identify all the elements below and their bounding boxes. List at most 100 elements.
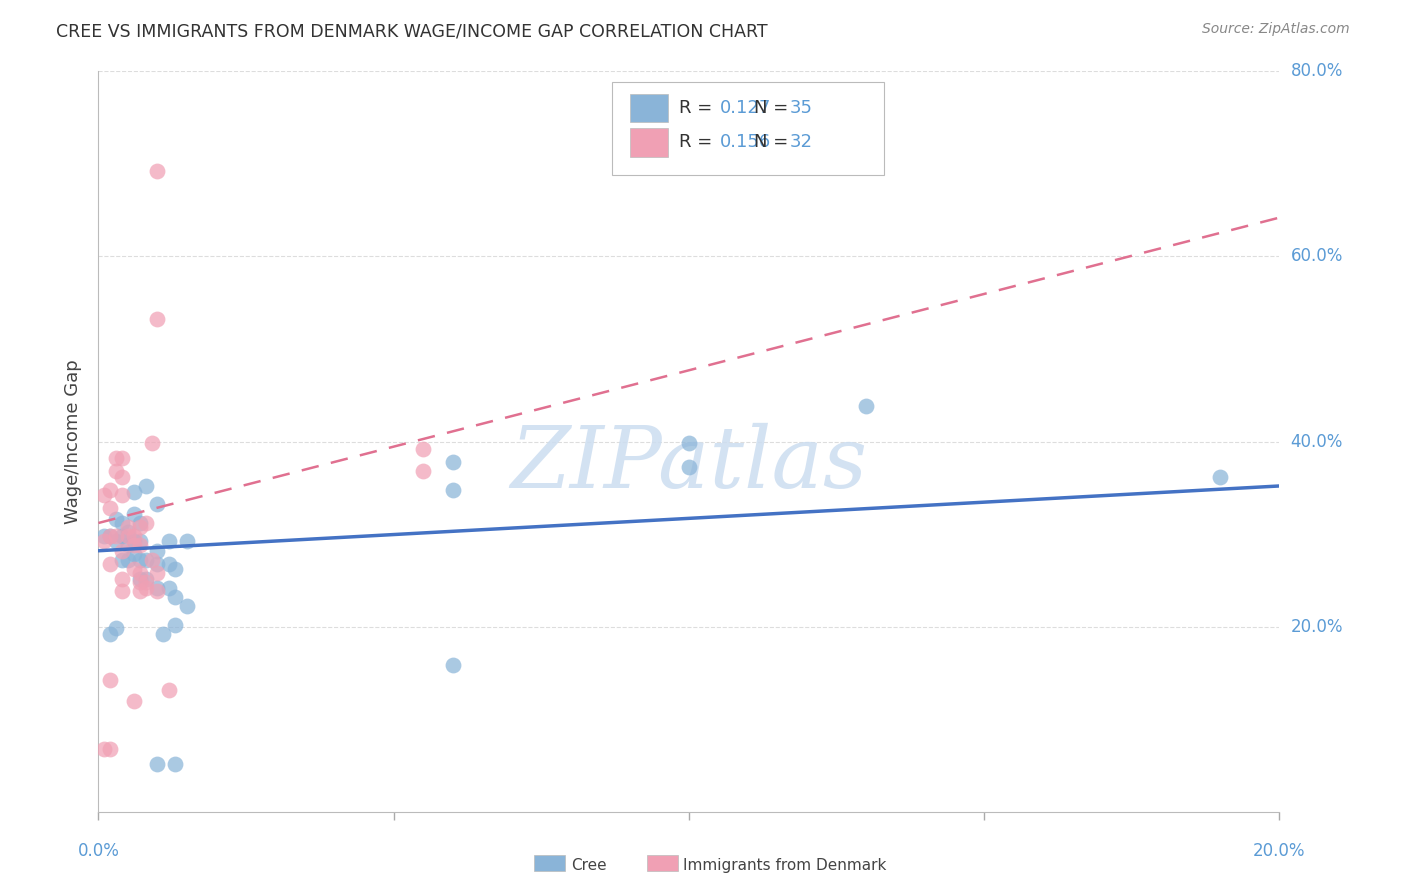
Text: N =: N =	[754, 99, 794, 117]
Point	[135, 553, 157, 567]
Point	[111, 516, 134, 530]
Point	[128, 584, 150, 599]
FancyBboxPatch shape	[630, 94, 668, 121]
Point	[98, 529, 121, 543]
Text: R =: R =	[679, 134, 718, 152]
Point	[93, 534, 115, 549]
Point	[128, 538, 150, 552]
Point	[98, 673, 121, 688]
Point	[128, 575, 150, 590]
Point	[678, 436, 700, 450]
Point	[111, 529, 134, 543]
Point	[128, 553, 150, 567]
Point	[98, 501, 121, 516]
Point	[141, 553, 163, 567]
Point	[111, 543, 134, 558]
Point	[111, 572, 134, 586]
Point	[157, 682, 180, 697]
Text: 0.0%: 0.0%	[77, 842, 120, 860]
Point	[135, 575, 157, 590]
Text: R =: R =	[679, 99, 718, 117]
Point	[122, 534, 145, 549]
Text: Cree: Cree	[571, 858, 606, 872]
Point	[146, 498, 169, 512]
Text: ZIPatlas: ZIPatlas	[510, 423, 868, 505]
Point	[412, 464, 434, 478]
Text: Immigrants from Denmark: Immigrants from Denmark	[683, 858, 887, 872]
Point	[111, 553, 134, 567]
Point	[98, 627, 121, 641]
Point	[165, 590, 187, 604]
Point	[146, 581, 169, 595]
Text: N =: N =	[754, 134, 794, 152]
Point	[117, 538, 139, 552]
Point	[111, 584, 134, 599]
Point	[117, 525, 139, 540]
Point	[98, 529, 121, 543]
Point	[122, 694, 145, 708]
Point	[141, 436, 163, 450]
Point	[165, 756, 187, 771]
Text: 0.156: 0.156	[720, 134, 770, 152]
Y-axis label: Wage/Income Gap: Wage/Income Gap	[65, 359, 83, 524]
Point	[146, 566, 169, 580]
Point	[678, 460, 700, 475]
Point	[157, 557, 180, 571]
Point	[122, 548, 145, 562]
Text: 20.0%: 20.0%	[1253, 842, 1306, 860]
Text: 40.0%: 40.0%	[1291, 433, 1343, 450]
Point	[135, 479, 157, 493]
Point	[105, 534, 128, 549]
Point	[146, 312, 169, 326]
Point	[146, 543, 169, 558]
Point	[105, 512, 128, 526]
Point	[98, 741, 121, 756]
Point	[128, 566, 150, 580]
Point	[135, 581, 157, 595]
Point	[111, 451, 134, 466]
Point	[93, 488, 115, 502]
Text: 32: 32	[789, 134, 813, 152]
Text: 80.0%: 80.0%	[1291, 62, 1343, 80]
Point	[146, 584, 169, 599]
Text: 35: 35	[789, 99, 813, 117]
Point	[135, 516, 157, 530]
Point	[146, 164, 169, 178]
Point	[135, 572, 157, 586]
Point	[105, 529, 128, 543]
Point	[98, 557, 121, 571]
Point	[441, 658, 464, 673]
Point	[122, 538, 145, 552]
Point	[111, 488, 134, 502]
Point	[105, 464, 128, 478]
Text: CREE VS IMMIGRANTS FROM DENMARK WAGE/INCOME GAP CORRELATION CHART: CREE VS IMMIGRANTS FROM DENMARK WAGE/INC…	[56, 22, 768, 40]
Text: 20.0%: 20.0%	[1291, 617, 1343, 636]
FancyBboxPatch shape	[630, 128, 668, 156]
Point	[176, 599, 198, 614]
Point	[855, 400, 877, 414]
Point	[122, 484, 145, 499]
Text: 60.0%: 60.0%	[1291, 247, 1343, 266]
Point	[165, 617, 187, 632]
Point	[128, 572, 150, 586]
Point	[105, 622, 128, 636]
Point	[157, 534, 180, 549]
Point	[441, 483, 464, 497]
Point	[93, 741, 115, 756]
Point	[122, 529, 145, 543]
Point	[176, 534, 198, 549]
Point	[93, 529, 115, 543]
Point	[152, 627, 174, 641]
Text: Source: ZipAtlas.com: Source: ZipAtlas.com	[1202, 22, 1350, 37]
Point	[98, 483, 121, 497]
Point	[412, 442, 434, 456]
Point	[128, 516, 150, 530]
Point	[165, 562, 187, 576]
Text: 0.127: 0.127	[720, 99, 770, 117]
Point	[146, 557, 169, 571]
Point	[157, 581, 180, 595]
Point	[122, 507, 145, 521]
Point	[117, 519, 139, 533]
Point	[146, 756, 169, 771]
Point	[441, 455, 464, 469]
